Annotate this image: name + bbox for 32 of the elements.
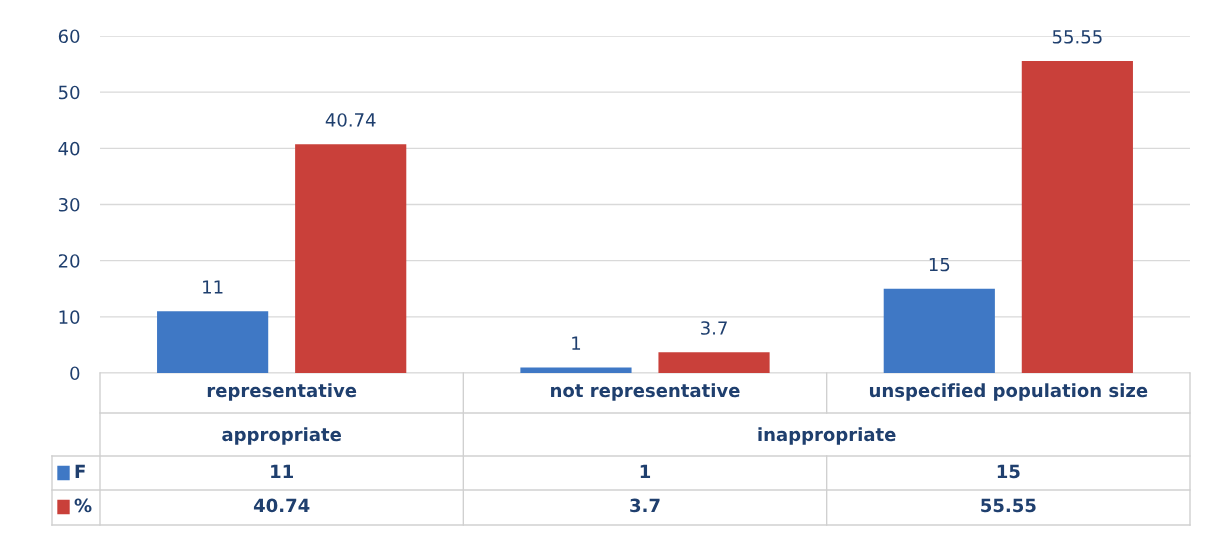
- y-tick-label: 40: [58, 141, 80, 156]
- y-tick-label: 50: [58, 85, 80, 100]
- annotation: 40.74: [325, 113, 376, 127]
- bar: [883, 288, 995, 373]
- y-tick-label: 0: [70, 366, 80, 381]
- data-label: 1: [640, 464, 651, 478]
- y-tick-label: 10: [59, 310, 80, 324]
- y-tick-label: 60: [58, 29, 80, 44]
- text: inappropriate: [758, 427, 896, 445]
- data-label: 3.7: [630, 498, 660, 513]
- y-tick-label: 30: [58, 197, 80, 212]
- legend-label: %: [74, 498, 92, 513]
- annotation: 11: [203, 280, 223, 294]
- y-tick-label: 20: [58, 254, 80, 268]
- legend-label: F: [75, 464, 85, 478]
- bar: [658, 352, 770, 373]
- bar: [157, 311, 269, 373]
- annotation: 15: [929, 257, 950, 272]
- x-tick-label: representative: [207, 383, 357, 401]
- data-label: 11: [271, 464, 293, 478]
- text: appropriate: [222, 427, 341, 445]
- x-tick-label: not representative: [551, 383, 740, 401]
- bar: [295, 144, 407, 373]
- x-tick-label: unspecified population size: [869, 383, 1148, 401]
- data-label: 15: [997, 464, 1020, 479]
- bar: [1021, 60, 1133, 373]
- annotation: 55.55: [1052, 30, 1102, 44]
- data-label: 55.55: [981, 498, 1036, 513]
- bar: [520, 367, 632, 373]
- annotation: 3.7: [701, 321, 727, 335]
- data-label: 40.74: [253, 498, 310, 513]
- annotation: 1: [572, 336, 581, 350]
